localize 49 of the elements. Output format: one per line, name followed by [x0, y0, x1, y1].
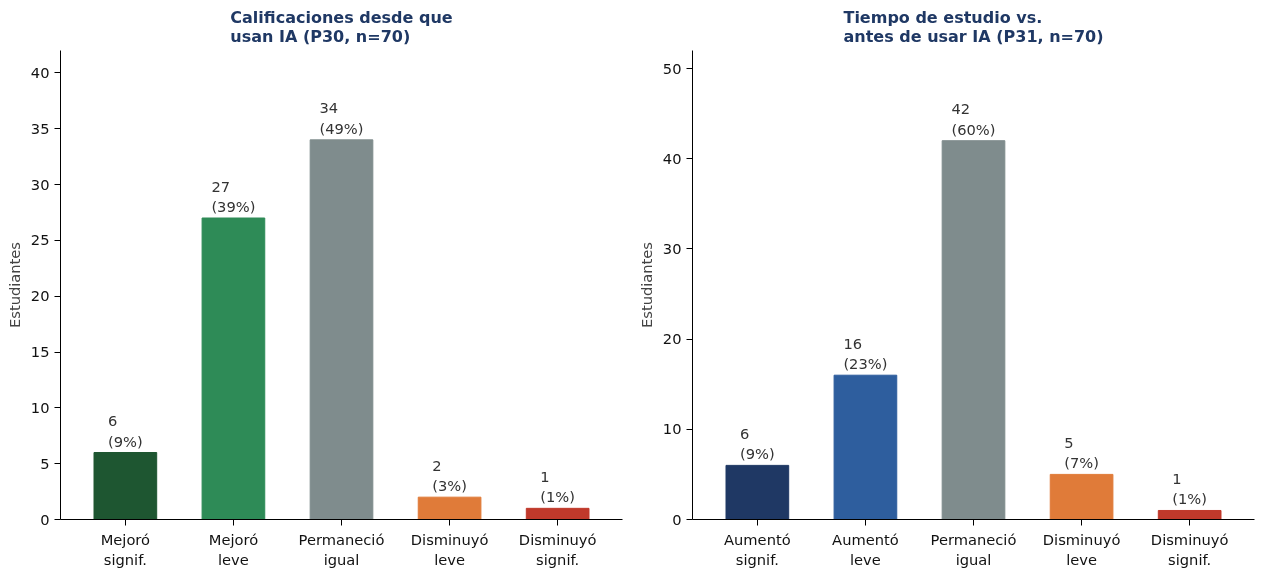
y-tick-label: 25	[30, 231, 50, 249]
y-axis-title: Estudiantes	[637, 242, 655, 328]
y-tick-label: 10	[30, 398, 50, 416]
y-tick-label: 40	[30, 63, 50, 81]
bar	[1157, 509, 1222, 520]
data-label: 42 (60%)	[951, 100, 996, 138]
y-tick-label: 10	[662, 420, 682, 438]
data-label: 16 (23%)	[843, 334, 888, 373]
x-tick-label: Mejoró signif.	[100, 530, 151, 568]
y-tick-label: 5	[40, 454, 50, 472]
bar	[417, 496, 482, 520]
data-label: 1 (1%)	[540, 467, 575, 506]
bar	[833, 374, 898, 520]
y-tick-label: 50	[662, 59, 682, 77]
x-tick-label: Disminuyó signif.	[1150, 530, 1229, 568]
bar	[725, 464, 790, 520]
x-tick-label: Disminuyó leve	[1042, 530, 1121, 568]
y-tick-label: 35	[30, 119, 50, 137]
bar	[309, 139, 374, 520]
bar	[201, 217, 266, 520]
data-label: 1 (1%)	[1172, 470, 1207, 508]
y-tick-label: 40	[662, 149, 682, 167]
y-tick-label: 30	[30, 175, 50, 193]
y-tick-label: 20	[30, 287, 50, 305]
x-tick-label: Permaneció igual	[298, 530, 385, 568]
x-tick-label: Permaneció igual	[930, 530, 1017, 568]
data-label: 5 (7%)	[1064, 434, 1099, 472]
bar	[1049, 473, 1114, 520]
data-label: 6 (9%)	[108, 412, 143, 450]
y-tick-label: 15	[30, 343, 50, 360]
bar	[941, 140, 1006, 520]
data-label: 6 (9%)	[740, 424, 775, 463]
y-tick-label: 0	[672, 510, 682, 528]
chart-title: Tiempo de estudio vs. antes de usar IA (P31, n=70)	[843, 7, 1104, 46]
bar	[525, 507, 590, 520]
x-tick-label: Aumentó leve	[832, 530, 899, 568]
y-tick-label: 20	[662, 330, 682, 348]
chart-title: Calificaciones desde que usan IA (P30, n=70)	[230, 7, 453, 46]
y-tick-label: 0	[40, 510, 50, 528]
y-axis-title: Estudiantes	[5, 242, 23, 328]
data-label: 34 (49%)	[319, 99, 364, 137]
x-tick-label: Aumentó signif.	[724, 530, 791, 568]
data-label: 27 (39%)	[211, 177, 256, 215]
bar	[93, 452, 158, 520]
x-tick-label: Mejoró leve	[208, 530, 259, 568]
x-tick-label: Disminuyó leve	[410, 530, 489, 568]
y-tick-label: 30	[662, 239, 682, 257]
data-label: 2 (3%)	[432, 456, 467, 495]
x-tick-label: Disminuyó signif.	[518, 530, 597, 568]
